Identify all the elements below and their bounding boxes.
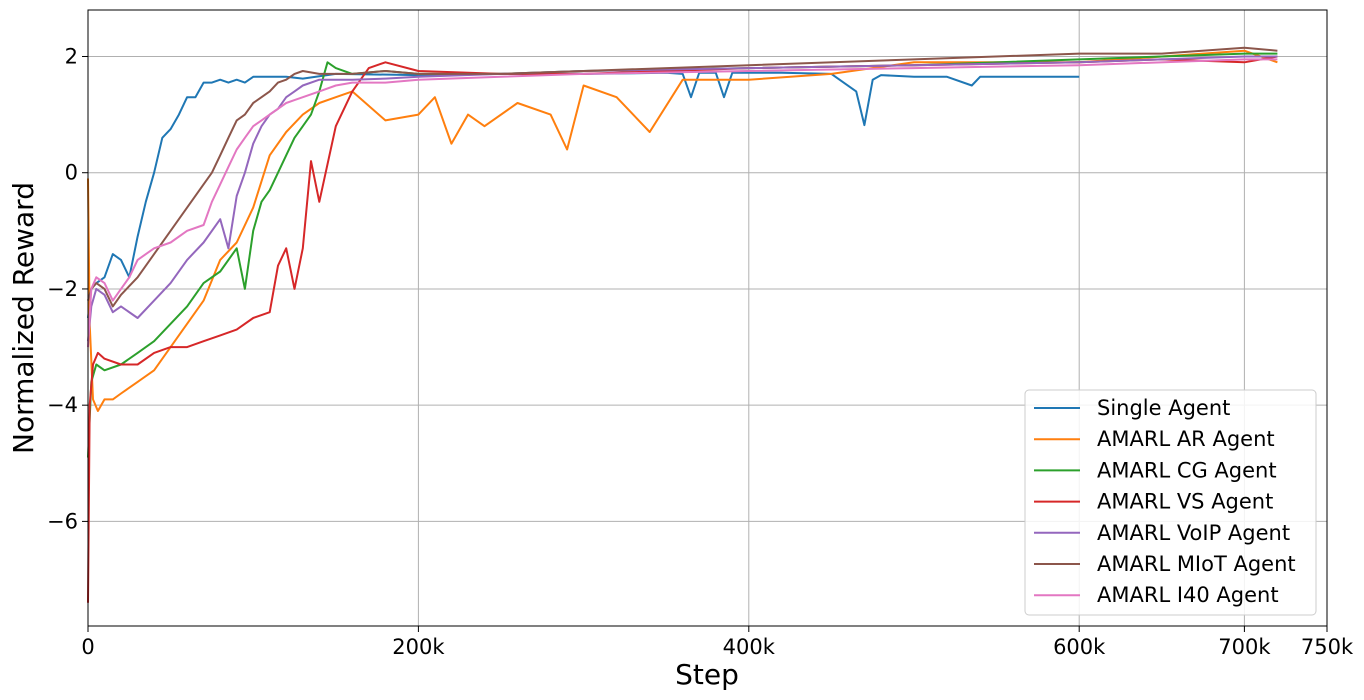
series-line-3 (87, 55, 1278, 603)
x-tick-label: 400k (723, 635, 776, 659)
x-tick-label: 200k (392, 635, 445, 659)
x-tick-label: 600k (1053, 635, 1106, 659)
y-tick-label: −2 (47, 277, 78, 301)
series-line-0 (87, 71, 1080, 319)
y-axis-label: Normalized Reward (7, 182, 40, 454)
y-tick-label: −4 (47, 393, 78, 417)
y-axis: 2 0 −2 −4 −6 (47, 44, 88, 533)
series-line-5 (87, 46, 1278, 308)
x-tick-label: 0 (81, 635, 94, 659)
legend-label: AMARL MIoT Agent (1097, 552, 1296, 576)
legend-box (1024, 389, 1317, 616)
y-tick-label: −6 (47, 509, 78, 533)
x-tick-label: 700k (1218, 635, 1271, 659)
legend-label: Single Agent (1097, 396, 1230, 420)
legend-label: AMARL I40 Agent (1097, 583, 1279, 607)
legend-label: AMARL AR Agent (1097, 427, 1275, 451)
legend-label: AMARL CG Agent (1097, 458, 1277, 482)
series-line-1 (87, 49, 1278, 412)
legend-label: AMARL VS Agent (1097, 490, 1273, 514)
x-axis: 0 200k 400k 600k 700k 750k (81, 626, 1354, 659)
series-layer (87, 46, 1278, 603)
x-axis-label: Step (675, 658, 739, 691)
x-tick-label: 750k (1301, 635, 1354, 659)
legend-label: AMARL VoIP Agent (1097, 521, 1290, 545)
plot-frame (87, 9, 1328, 627)
legend: Single Agent AMARL AR Agent AMARL CG Agent… (1024, 389, 1317, 616)
y-tick-label: 2 (65, 44, 78, 68)
y-tick-label: 0 (65, 161, 78, 185)
series-line-6 (87, 58, 1278, 348)
